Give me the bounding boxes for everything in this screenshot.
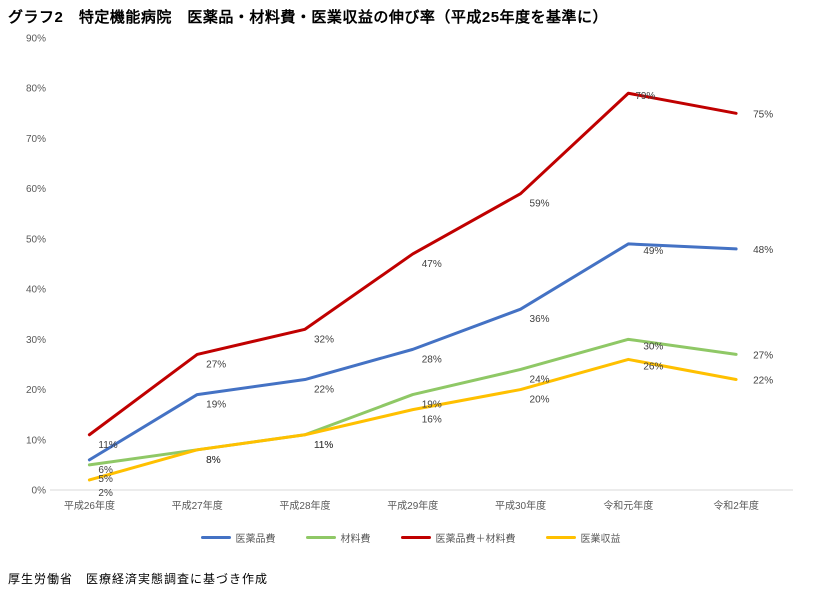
chart-title: グラフ2 特定機能病院 医薬品・材料費・医業収益の伸び率（平成25年度を基準に） <box>8 9 609 26</box>
data-label: 8% <box>206 455 221 466</box>
data-label: 28% <box>422 354 442 365</box>
data-label: 22% <box>753 376 773 387</box>
data-label: 2% <box>98 488 113 499</box>
data-label: 20% <box>530 395 550 406</box>
data-label: 19% <box>206 400 226 411</box>
data-label: 5% <box>98 474 113 485</box>
series-line-3 <box>87 357 738 482</box>
data-label: 16% <box>422 415 442 426</box>
data-label: 49% <box>643 246 663 257</box>
x-axis-label: 令和2年度 <box>713 499 759 512</box>
data-label: 19% <box>422 400 442 411</box>
y-axis-tick: 60% <box>26 184 46 195</box>
data-label: 24% <box>530 374 550 385</box>
legend-item-3: 医業収益 <box>545 530 621 545</box>
y-axis-tick: 0% <box>32 486 47 497</box>
data-label: 48% <box>753 245 773 256</box>
data-label: 22% <box>314 385 334 396</box>
data-label: 27% <box>206 359 226 370</box>
y-axis-tick: 40% <box>26 285 46 296</box>
data-label: 36% <box>530 314 550 325</box>
data-label: 47% <box>422 259 442 270</box>
legend-item-1: 材料費 <box>305 530 371 545</box>
x-axis-label: 平成26年度 <box>64 499 115 512</box>
y-axis-tick: 70% <box>26 134 46 145</box>
x-axis-label: 平成27年度 <box>172 499 223 512</box>
legend-label: 医薬品費＋材料費 <box>435 534 516 545</box>
legend-label: 医薬品費 <box>235 534 276 545</box>
legend-item-2: 医薬品費＋材料費 <box>400 530 516 545</box>
legend-swatch <box>200 535 231 540</box>
y-axis-tick: 20% <box>26 385 46 396</box>
source-note: 厚生労働省 医療経済実態調査に基づき作成 <box>8 572 269 586</box>
data-label: 6% <box>98 465 113 476</box>
x-axis-label: 平成30年度 <box>495 499 546 512</box>
data-label: 27% <box>753 350 773 361</box>
y-axis-tick: 90% <box>26 34 46 45</box>
y-axis-tick: 50% <box>26 234 46 245</box>
legend-swatch <box>545 535 576 540</box>
data-label: 11% <box>314 440 333 451</box>
data-label: 8% <box>206 455 221 466</box>
legend-item-0: 医薬品費 <box>200 530 276 545</box>
data-label: 26% <box>643 361 663 372</box>
y-axis-tick: 30% <box>26 335 46 346</box>
legend-label: 材料費 <box>340 534 371 545</box>
series-line-2 <box>87 91 738 437</box>
legend-swatch <box>305 535 336 540</box>
data-label: 11% <box>314 440 333 451</box>
series-line-0 <box>87 242 738 462</box>
y-axis-tick: 10% <box>26 435 46 446</box>
x-axis-label: 平成29年度 <box>387 499 438 512</box>
data-label: 30% <box>643 341 663 352</box>
y-axis-tick: 80% <box>26 84 46 95</box>
legend-label: 医業収益 <box>580 534 621 545</box>
data-label: 59% <box>530 199 550 210</box>
legend-swatch <box>400 535 431 540</box>
data-label: 79% <box>635 91 655 102</box>
x-axis-label: 令和元年度 <box>603 499 653 512</box>
chart-legend: 医薬品費 材料費 医薬品費＋材料費 医業収益 <box>0 530 821 545</box>
data-label: 75% <box>753 109 773 120</box>
data-label: 11% <box>98 440 117 451</box>
x-axis-label: 平成28年度 <box>279 499 330 512</box>
data-label: 32% <box>314 334 334 345</box>
